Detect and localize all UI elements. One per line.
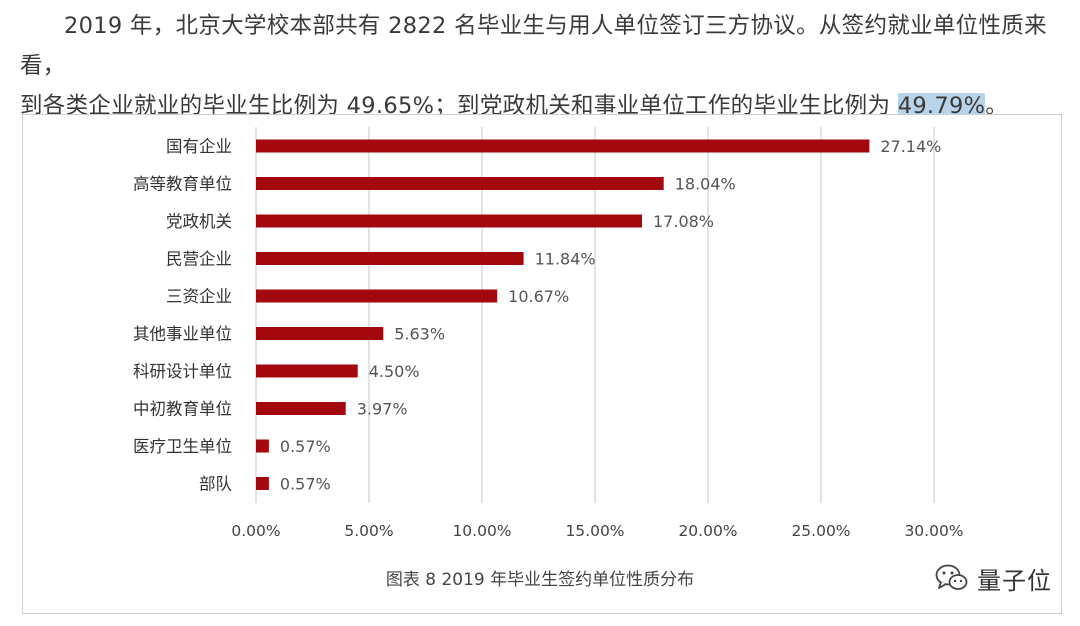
bar (256, 177, 664, 190)
bar (256, 214, 643, 228)
data-label: 0.57% (280, 475, 331, 494)
y-category-label: 三资企业 (166, 287, 232, 306)
y-category-label: 医疗卫生单位 (133, 437, 232, 456)
x-tick-label: 5.00% (344, 522, 393, 540)
chart-frame (22, 114, 1062, 614)
x-tick-label: 0.00% (231, 522, 280, 540)
x-tick-label: 15.00% (565, 522, 624, 540)
data-label: 27.14% (880, 137, 941, 156)
bar (256, 252, 524, 265)
paragraph-line-1: 2019 年，北京大学校本部共有 2822 名毕业生与用人单位签订三方协议。从签… (20, 13, 1047, 79)
x-tick-label: 30.00% (904, 522, 963, 540)
chart-title: 图表 8 2019 年毕业生签约单位性质分布 (386, 570, 694, 590)
bar (256, 477, 269, 490)
x-tick-label: 20.00% (678, 522, 737, 540)
y-category-label: 其他事业单位 (133, 325, 232, 344)
bar (256, 327, 384, 340)
data-label: 11.84% (535, 250, 596, 269)
x-tick-label: 25.00% (791, 522, 850, 540)
y-category-label: 高等教育单位 (133, 175, 232, 194)
wechat-icon (935, 564, 968, 590)
y-category-label: 科研设计单位 (133, 362, 232, 381)
x-tick-label: 10.00% (452, 522, 511, 540)
y-category-label: 民营企业 (166, 250, 232, 269)
y-category-label: 中初教育单位 (133, 400, 232, 419)
data-label: 17.08% (653, 212, 714, 231)
data-label: 4.50% (369, 362, 420, 381)
bars (256, 139, 870, 490)
data-label: 10.67% (508, 287, 569, 306)
bar (256, 139, 870, 153)
labels: 0.00% 5.00% 10.00% 15.00% 20.00% 25.00% 30.00%… (133, 137, 964, 540)
data-label: 3.97% (357, 400, 408, 419)
data-label: 18.04% (675, 175, 736, 194)
bar (256, 402, 346, 415)
data-label: 5.63% (394, 325, 445, 344)
paragraph-line-2-end: 。 (985, 93, 1009, 119)
watermark-text: 量子位 (977, 566, 1052, 595)
bar (256, 289, 498, 303)
bar (256, 364, 358, 378)
data-label: 0.57% (280, 437, 331, 456)
watermark: 量子位 (935, 558, 1052, 598)
y-category-label: 部队 (199, 475, 233, 494)
y-category-label: 党政机关 (166, 212, 232, 231)
bar (256, 439, 269, 453)
y-category-label: 国有企业 (166, 137, 232, 156)
